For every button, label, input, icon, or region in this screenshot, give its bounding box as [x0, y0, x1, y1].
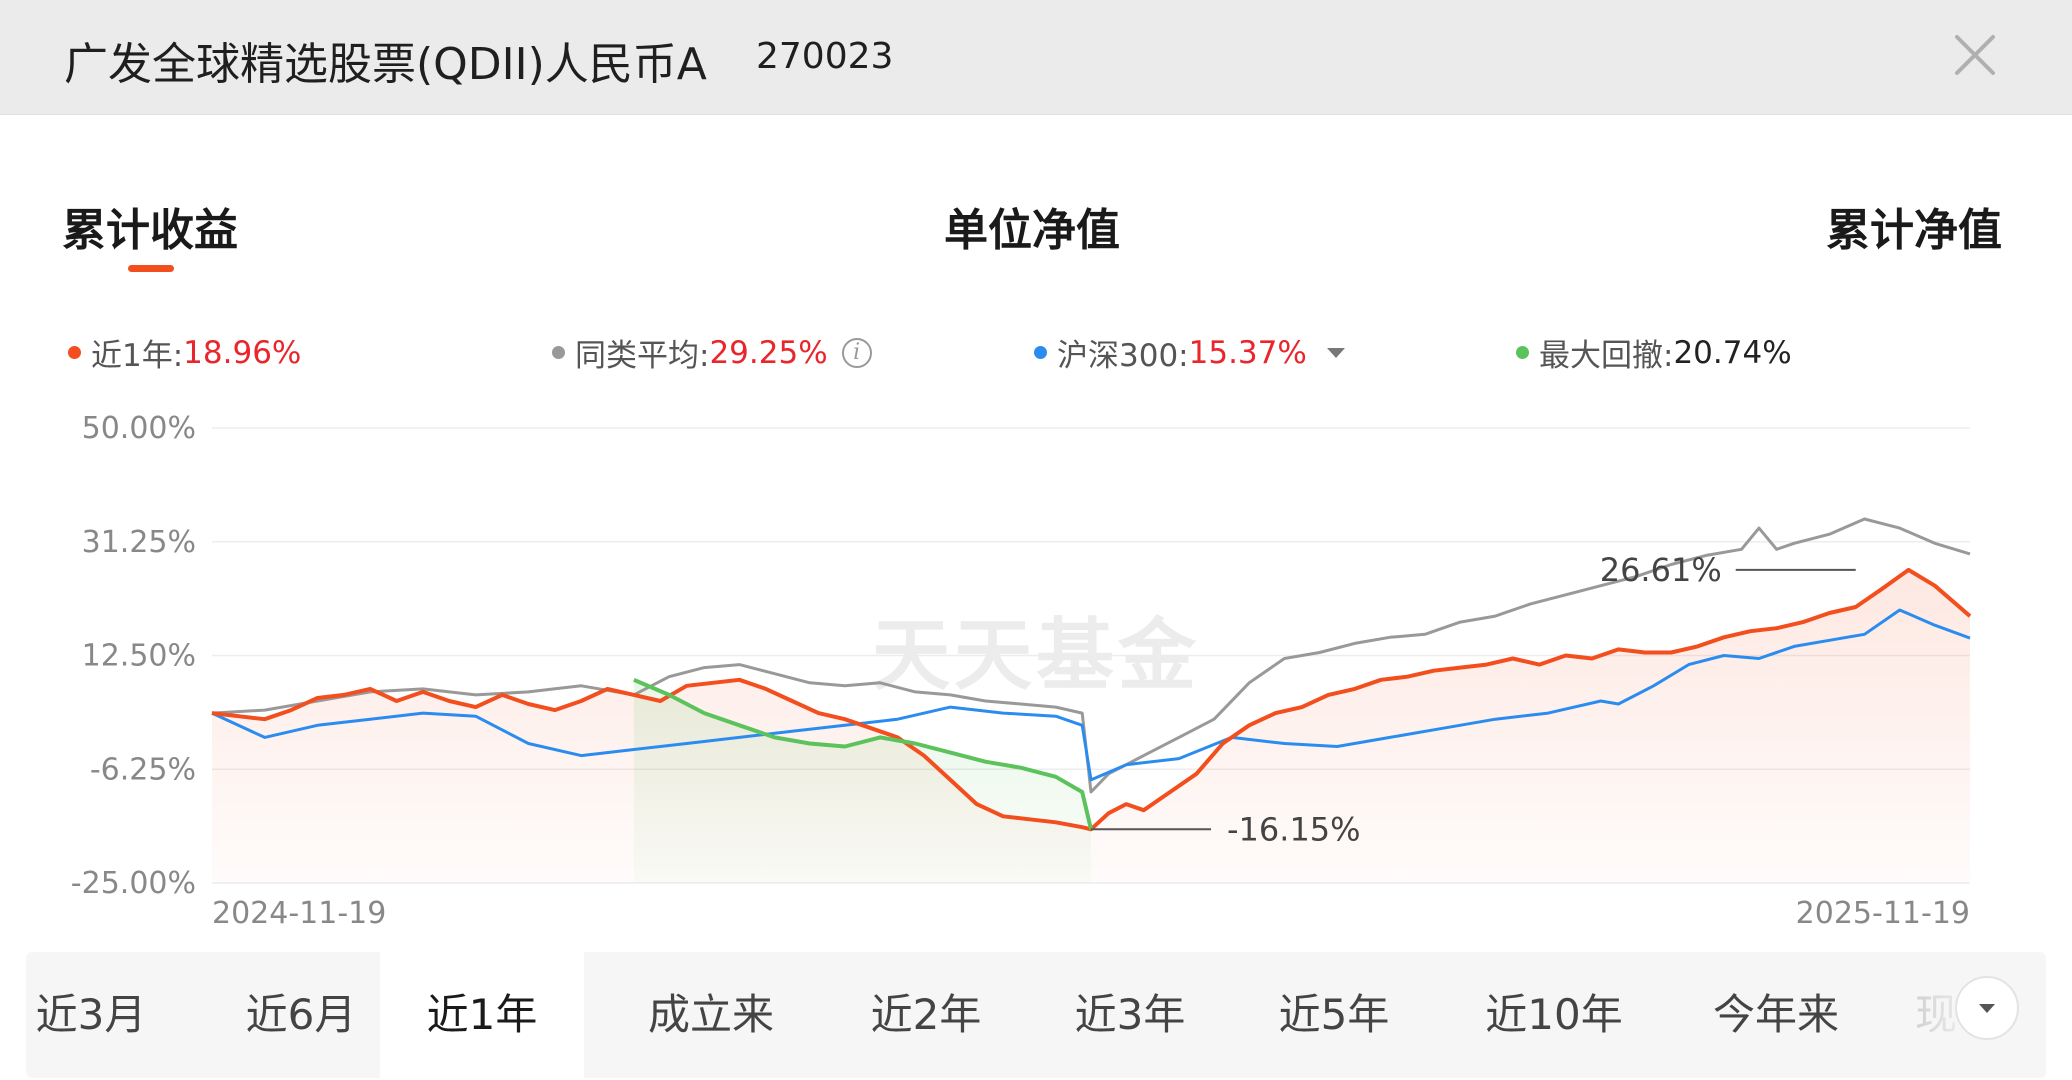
y-tick-label: -25.00% — [71, 866, 196, 901]
legend-value: 29.25% — [709, 334, 828, 371]
chart-annotations: 26.61% -16.15% — [1091, 551, 1856, 848]
drawdown-area — [633, 679, 1091, 883]
legend-label: 最大回撤: — [1539, 338, 1674, 374]
period-5y[interactable]: 近5年 — [1278, 990, 1390, 1039]
y-tick-label: 50.00% — [82, 411, 196, 446]
period-selector: 近3月 近6月 近1年 成立来 近2年 近3年 近5年 近10年 今年来 现 — [26, 952, 2046, 1078]
chart-areas — [212, 569, 1970, 883]
legend-dot — [552, 346, 565, 359]
tab-cumulative-nav[interactable]: 累计净值 — [1826, 205, 2002, 256]
chevron-down-icon — [1979, 1003, 1995, 1013]
legend-label: 近1年: — [91, 338, 184, 374]
period-1y[interactable]: 近1年 — [380, 952, 584, 1078]
title-bar: 广发全球精选股票(QDII)人民币A 270023 — [0, 0, 2072, 115]
tab-unit-nav[interactable]: 单位净值 — [944, 205, 1120, 256]
info-icon[interactable]: i — [841, 337, 872, 368]
fund-code: 270023 — [756, 36, 894, 77]
watermark-text: 天天基金 — [872, 610, 1200, 701]
legend-value: 15.37% — [1188, 334, 1307, 371]
legend-item-fund: 近1年: 18.96% — [68, 330, 301, 375]
period-3m[interactable]: 近3月 — [35, 990, 147, 1039]
legend-label: 同类平均: — [575, 338, 710, 374]
legend-item-benchmark[interactable]: 沪深300: 15.37% — [1034, 330, 1345, 375]
return-chart: 天天基金 26.61% -16.15% 50.00% 31.25% 12.50% -6.… — [71, 411, 1972, 931]
x-tick-label-start: 2024-11-19 — [212, 896, 386, 931]
series-line-csi300 — [211, 608, 1971, 782]
series-line-peer-average — [211, 517, 1971, 794]
period-2y[interactable]: 近2年 — [870, 990, 982, 1039]
legend-dot — [1034, 346, 1047, 359]
annotation-max-label: 26.61% — [1600, 551, 1722, 589]
active-tab-indicator — [128, 265, 174, 272]
period-10y[interactable]: 近10年 — [1485, 990, 1623, 1039]
period-ytd[interactable]: 今年来 — [1712, 990, 1839, 1039]
chart-axis-labels: 50.00% 31.25% 12.50% -6.25% -25.00% 2024-11-1… — [71, 411, 1970, 931]
legend-value: 18.96% — [183, 334, 302, 371]
legend-dot — [1516, 346, 1529, 359]
period-6m[interactable]: 近6月 — [245, 990, 357, 1039]
fund-name: 广发全球精选股票(QDII)人民币A — [64, 39, 707, 90]
expand-periods-button[interactable] — [1955, 976, 2019, 1040]
y-tick-label: -6.25% — [90, 752, 196, 787]
close-icon[interactable] — [1950, 30, 2000, 80]
period-since-inception[interactable]: 成立来 — [647, 990, 774, 1039]
annotation-min-label: -16.15% — [1227, 810, 1361, 848]
y-tick-label: 31.25% — [82, 525, 196, 560]
legend-item-peer-average: 同类平均: 29.25% i — [552, 330, 872, 375]
dropdown-caret-icon[interactable] — [1326, 347, 1345, 358]
legend-item-max-drawdown: 最大回撤: 20.74% — [1516, 330, 1792, 375]
legend-value: 20.74% — [1673, 334, 1792, 371]
series-line-max-drawdown — [633, 677, 1093, 830]
y-tick-label: 12.50% — [82, 639, 196, 674]
legend-label: 沪深300: — [1057, 338, 1189, 374]
legend-dot — [68, 346, 81, 359]
x-tick-label-end: 2025-11-19 — [1796, 896, 1970, 931]
period-3y[interactable]: 近3年 — [1074, 990, 1186, 1039]
tab-cumulative-return[interactable]: 累计收益 — [62, 205, 238, 256]
